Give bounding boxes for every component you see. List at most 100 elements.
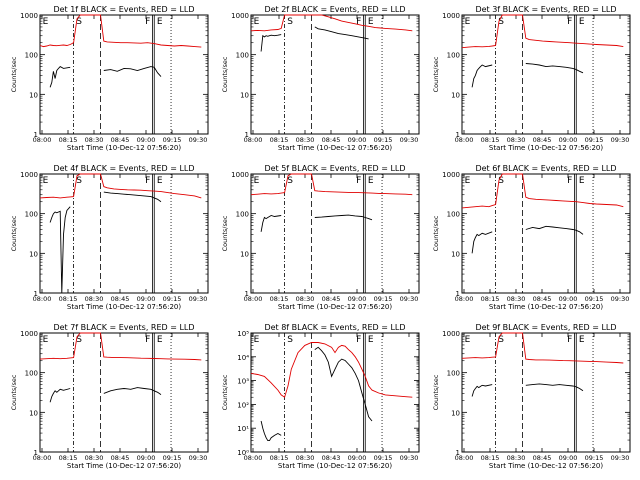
x-tick-label: 08:15	[270, 454, 289, 462]
y-tick-label: 100	[447, 52, 460, 60]
x-axis-label: Start Time (10-Dec-12 07:56:20)	[278, 144, 392, 152]
x-axis-label: Start Time (10-Dec-12 07:56:20)	[278, 303, 392, 311]
series-events	[49, 66, 162, 88]
marker-label: E	[368, 176, 374, 186]
y-axis-label: Counts/sec	[10, 215, 18, 251]
marker-label: E	[579, 335, 585, 345]
panel-8: Det 8f BLACK = Events, RED = LLD 10⁰ 10¹ 10…	[221, 323, 420, 470]
x-tick-label: 09:00	[137, 295, 156, 303]
y-tick-label: 10	[29, 250, 38, 258]
axis-frame	[250, 14, 420, 135]
x-tick-label: 09:15	[374, 454, 393, 462]
y-tick-label: 1	[245, 290, 249, 298]
y-tick-label: 100	[236, 211, 249, 219]
x-tick-label: 09:00	[137, 454, 156, 462]
marker-label: E	[43, 17, 49, 27]
axis-frame	[39, 173, 209, 294]
panel-title: Det 8f BLACK = Events, RED = LLD	[264, 323, 405, 332]
marker-label: F	[356, 176, 361, 186]
marker-label: S	[498, 335, 504, 345]
panel-9: Det 9f BLACK = Events, RED = LLD 1 10 100 10…	[432, 323, 631, 470]
y-tick-label: 10⁵	[237, 330, 249, 338]
panel-title: Det 1f BLACK = Events, RED = LLD	[53, 5, 194, 14]
y-axis-label: Counts/sec	[221, 374, 229, 410]
y-tick-label: 10	[29, 91, 38, 99]
y-tick-label: 10²	[237, 401, 249, 409]
marker-label: E	[254, 17, 260, 27]
y-tick-label: 100	[447, 370, 460, 378]
y-tick-label: 100	[447, 211, 460, 219]
axis-frame	[250, 173, 420, 294]
series-lld	[250, 342, 413, 398]
panel-title: Det 9f BLACK = Events, RED = LLD	[475, 323, 616, 332]
x-tick-label: 08:45	[322, 136, 341, 144]
x-tick-label: 08:45	[533, 136, 552, 144]
panel-3: Det 3f BLACK = Events, RED = LLD 1 10 100 10…	[432, 5, 631, 152]
x-tick-label: 08:45	[111, 295, 130, 303]
y-tick-label: 100	[25, 52, 38, 60]
x-tick-label: 09:30	[611, 136, 630, 144]
x-tick-label: 08:30	[85, 295, 104, 303]
y-axis-label: Counts/sec	[10, 56, 18, 92]
series-events	[471, 225, 584, 254]
x-tick-label: 08:30	[296, 136, 315, 144]
marker-label: S	[76, 335, 82, 345]
marker-label: E	[43, 176, 49, 186]
x-tick-label: 09:00	[348, 454, 367, 462]
axis-frame	[461, 14, 631, 135]
x-tick-label: 08:15	[270, 136, 289, 144]
panel-5: Det 5f BLACK = Events, RED = LLD 1 10 100 10…	[221, 164, 420, 311]
axis-frame	[39, 332, 209, 453]
x-axis-label: Start Time (10-Dec-12 07:56:20)	[67, 462, 181, 470]
series-events	[260, 26, 369, 52]
panel-title: Det 6f BLACK = Events, RED = LLD	[475, 164, 616, 173]
y-axis-label: Counts/sec	[221, 215, 229, 251]
y-axis-label: Counts/sec	[432, 56, 440, 92]
panel-title: Det 5f BLACK = Events, RED = LLD	[264, 164, 405, 173]
y-axis-label: Counts/sec	[432, 374, 440, 410]
x-tick-label: 09:15	[585, 136, 604, 144]
marker-label: F	[356, 17, 361, 27]
y-tick-label: 1	[456, 131, 460, 139]
marker-label: F	[145, 176, 150, 186]
x-tick-label: 08:00	[455, 295, 474, 303]
x-axis-label: Start Time (10-Dec-12 07:56:20)	[278, 462, 392, 470]
series-lld	[250, 173, 413, 196]
y-tick-label: 10¹	[237, 425, 249, 433]
series-lld	[461, 173, 624, 209]
x-tick-label: 08:30	[507, 295, 526, 303]
x-tick-label: 08:30	[85, 136, 104, 144]
x-tick-label: 08:00	[33, 136, 52, 144]
y-tick-label: 1000	[20, 12, 38, 20]
x-tick-label: 08:43	[322, 454, 341, 462]
marker-label: S	[498, 17, 504, 27]
series-events	[471, 383, 584, 397]
x-tick-label: 09:15	[585, 295, 604, 303]
marker-label: F	[567, 335, 572, 345]
marker-label: F	[145, 17, 150, 27]
x-tick-label: 08:45	[111, 454, 130, 462]
marker-label: S	[287, 17, 293, 27]
x-axis-label: Start Time (10-Dec-12 07:56:20)	[67, 144, 181, 152]
y-tick-label: 1	[456, 449, 460, 457]
marker-label: F	[567, 176, 572, 186]
panel-4: Det 4f BLACK = Events, RED = LLD 1 10 100 10…	[10, 164, 209, 311]
x-tick-label: 09:00	[559, 295, 578, 303]
series-lld	[250, 14, 413, 32]
x-tick-label: 09:15	[585, 454, 604, 462]
series-lld	[461, 14, 624, 49]
marker-label: E	[157, 335, 163, 345]
marker-label: E	[368, 335, 374, 345]
y-tick-label: 10	[451, 91, 460, 99]
y-tick-label: 1000	[231, 12, 249, 20]
x-tick-label: 08:45	[111, 136, 130, 144]
x-tick-label: 08:00	[33, 454, 52, 462]
series-lld	[39, 173, 202, 199]
series-lld	[39, 14, 202, 48]
x-tick-label: 08:15	[481, 295, 500, 303]
x-tick-label: 09:15	[374, 295, 393, 303]
x-tick-label: 09:00	[559, 136, 578, 144]
marker-label: E	[368, 17, 374, 27]
x-tick-label: 08:15	[481, 454, 500, 462]
